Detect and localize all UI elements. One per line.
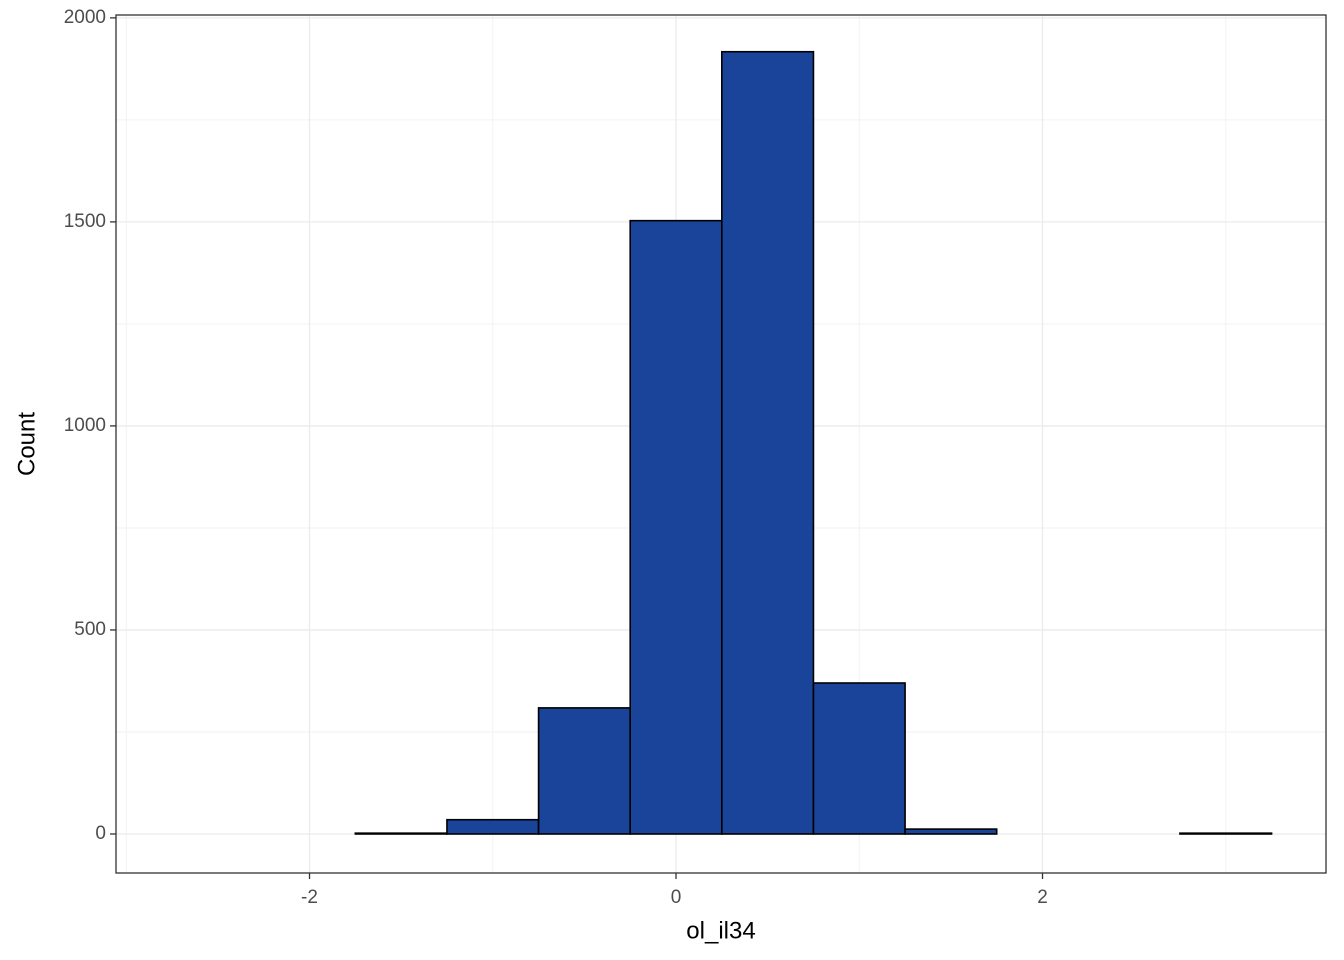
y-tick-label: 2000 [64, 7, 106, 28]
x-tick-label: 2 [1037, 887, 1048, 908]
panel-border [115, 14, 1327, 874]
y-tick-label: 1000 [64, 415, 106, 436]
y-tick-label: 0 [95, 823, 106, 844]
bar [537, 707, 631, 835]
bar [904, 828, 998, 835]
x-axis-title: ol_il34 [686, 917, 755, 944]
axes: 0 500 1000 1500 2000 -2 0 2 [64, 7, 1048, 908]
x-tick-label: -2 [301, 887, 318, 908]
x-tick-label: 0 [671, 887, 682, 908]
bar [629, 219, 723, 835]
bar [354, 832, 448, 835]
bar [1179, 832, 1273, 835]
bar [446, 818, 540, 835]
bar [721, 50, 815, 835]
y-tick-label: 1500 [64, 211, 106, 232]
bar [812, 682, 906, 835]
y-tick-label: 500 [74, 619, 106, 640]
bars [354, 50, 1273, 835]
y-axis-title: Count [13, 412, 40, 476]
